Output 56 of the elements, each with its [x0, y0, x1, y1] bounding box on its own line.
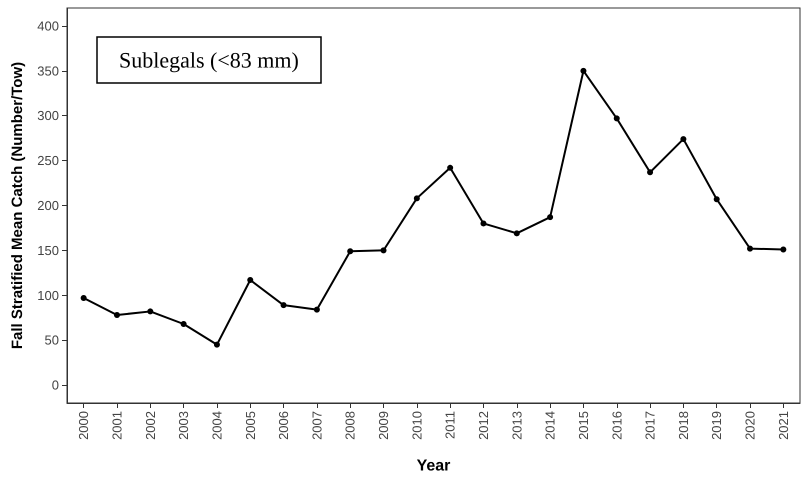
x-tick-label: 2018	[676, 411, 691, 440]
x-tick-label: 2001	[109, 411, 124, 440]
point	[447, 164, 454, 171]
point	[147, 308, 154, 314]
point	[480, 220, 486, 226]
x-tick-label: 2015	[576, 411, 591, 440]
y-tick-label: 400	[37, 18, 59, 34]
point	[314, 306, 320, 313]
x-tick-label: 2021	[776, 411, 791, 440]
y-tick-label: 350	[37, 63, 59, 78]
point	[514, 230, 520, 236]
x-tick-label: 2009	[376, 411, 392, 440]
point	[280, 302, 287, 308]
x-tick-label: 2003	[176, 411, 192, 440]
point	[647, 169, 654, 176]
x-tick-label: 2005	[242, 411, 258, 440]
x-tick-label: 2011	[442, 411, 458, 439]
y-tick-label: 50	[44, 332, 59, 348]
point	[414, 195, 420, 202]
point	[347, 248, 354, 254]
x-tick-label: 2013	[509, 411, 524, 440]
y-tick-label: 300	[37, 108, 59, 124]
point	[247, 277, 254, 284]
x-tick-label: 2010	[409, 411, 424, 440]
point	[580, 68, 586, 74]
point	[547, 214, 554, 220]
y-axis-title: Fall Stratified Mean Catch (Number/Tow)	[9, 62, 26, 350]
x-tick-label: 2000	[76, 411, 92, 440]
x-tick-label: 2002	[142, 411, 158, 440]
x-tick-label: 2004	[209, 411, 224, 440]
x-tick-label: 2019	[709, 411, 724, 440]
point	[614, 115, 620, 122]
x-tick-label: 2008	[342, 411, 358, 440]
x-tick-label: 2020	[742, 411, 758, 440]
x-axis-title: Year	[416, 458, 450, 474]
point	[714, 196, 720, 202]
x-tick-label: 2006	[276, 411, 292, 440]
annotation: Sublegals (<83 mm)	[119, 48, 299, 72]
point	[80, 294, 87, 301]
x-tick-label: 2012	[476, 411, 491, 440]
point	[380, 247, 387, 254]
point	[680, 136, 686, 142]
point	[180, 321, 187, 327]
point	[780, 246, 786, 252]
y-tick-label: 0	[52, 378, 59, 393]
x-tick-label: 2007	[309, 411, 324, 440]
x-tick-label: 2017	[642, 411, 658, 440]
x-tick-label: 2016	[609, 411, 624, 440]
x-tick-label: 2014	[542, 411, 558, 440]
y-tick-label: 150	[37, 242, 59, 258]
y-tick-label: 100	[37, 288, 59, 303]
y-tick-label: 200	[37, 198, 59, 213]
y-tick-label: 250	[37, 153, 59, 168]
point	[114, 312, 120, 318]
point	[747, 246, 754, 252]
point	[214, 342, 220, 348]
